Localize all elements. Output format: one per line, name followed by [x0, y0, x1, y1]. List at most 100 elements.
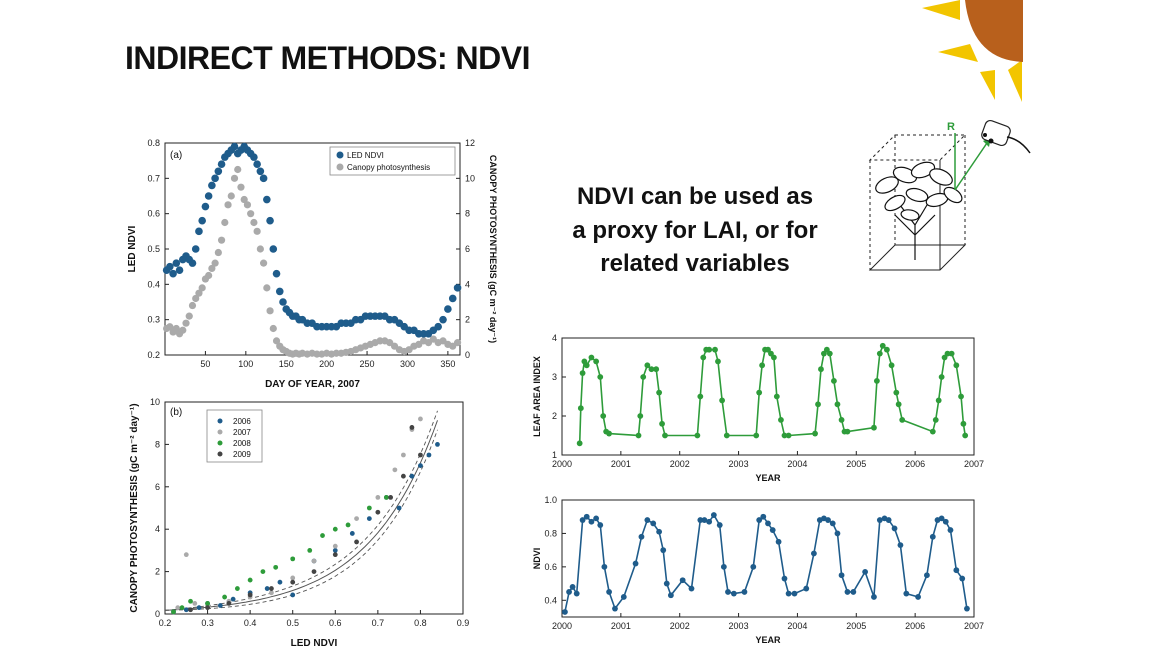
series-point: [579, 517, 586, 523]
series-point: [612, 605, 618, 612]
series-point: [697, 393, 704, 400]
series-point: [712, 346, 718, 353]
year-point: [401, 473, 406, 479]
series-point: [929, 428, 936, 435]
x-tick-label: 0.6: [329, 618, 342, 628]
ndvi-point: [272, 269, 281, 278]
series-point: [710, 512, 717, 518]
year-point: [217, 603, 223, 608]
series-point: [778, 417, 784, 423]
series-point: [648, 366, 655, 373]
series-point: [606, 430, 612, 437]
ndvi-point: [175, 266, 184, 275]
series-point: [785, 590, 792, 597]
series-point: [756, 517, 763, 523]
series-point: [600, 413, 607, 419]
photosynthesis-point: [272, 337, 281, 345]
plot-frame: [164, 401, 464, 615]
x-tick-label: 2002: [670, 459, 690, 469]
x-tick-label: 0.3: [201, 618, 214, 628]
fit-curve: [165, 429, 438, 611]
year-point: [188, 598, 193, 604]
series-point: [765, 520, 771, 527]
photosynthesis-point: [256, 245, 264, 253]
x-axis-label: YEAR: [755, 473, 781, 483]
series-point: [663, 580, 670, 587]
series-point: [601, 563, 608, 570]
sun-ray: [980, 70, 995, 100]
y-tick-label: 0: [155, 609, 160, 619]
ndvi-point: [259, 174, 268, 183]
series-point: [694, 432, 701, 439]
year-point: [366, 505, 372, 511]
x-tick-label: 2002: [670, 621, 690, 631]
series-point: [781, 575, 788, 582]
year-point: [247, 592, 253, 598]
x-tick-label: 2006: [905, 459, 925, 469]
legend-label: 2007: [233, 428, 251, 437]
year-point: [307, 548, 313, 553]
series-point: [773, 393, 780, 400]
legend-box: [329, 146, 456, 176]
series-point: [883, 346, 890, 353]
series-point: [566, 589, 572, 595]
series-point: [662, 432, 668, 439]
year-point: [349, 531, 355, 536]
photosynthesis-point: [172, 324, 180, 333]
series-point: [725, 589, 731, 595]
year-point: [435, 442, 440, 447]
series-point: [756, 389, 763, 396]
y-tick-label: 8: [155, 439, 160, 449]
sun-ray: [922, 0, 960, 20]
legend-marker: [217, 429, 223, 435]
series-point: [760, 513, 767, 520]
series-point: [879, 342, 886, 349]
y-tick-label: 4: [155, 524, 160, 534]
series-point: [897, 542, 904, 549]
ndvi-point: [195, 227, 203, 236]
photosynthesis-point: [211, 259, 219, 267]
series-point: [826, 350, 833, 357]
series-point: [829, 520, 836, 527]
year-point: [418, 416, 423, 422]
y-tick-label: 0.4: [544, 595, 557, 605]
year-point: [183, 552, 189, 558]
series-point: [844, 589, 851, 595]
series-point: [953, 362, 960, 369]
x-axis-label: LED NDVI: [291, 638, 338, 649]
photosynthesis-point: [260, 259, 268, 267]
series-point: [959, 575, 966, 582]
year-point: [388, 495, 394, 500]
series-point: [644, 517, 651, 523]
series-point: [640, 374, 647, 380]
canopy-sensor-illustration: R: [868, 119, 1031, 271]
ndvi-point: [198, 216, 206, 225]
ndvi-point: [439, 315, 447, 324]
photosynthesis-point: [237, 183, 245, 191]
ndvi-point: [188, 259, 197, 267]
year-point: [205, 605, 210, 611]
year-point: [320, 533, 325, 538]
series-point: [938, 374, 945, 380]
series-point: [915, 594, 921, 600]
r-ray-up: [954, 142, 988, 191]
year-point: [396, 505, 402, 511]
legend-marker: [217, 440, 223, 446]
ndvi-point: [201, 202, 210, 211]
x-tick-label: 2005: [846, 621, 866, 631]
x-axis-label: YEAR: [755, 635, 781, 645]
y-tick-label: 1.0: [544, 495, 557, 505]
y-tick-label: 0.2: [147, 350, 160, 360]
series-point: [935, 397, 942, 404]
photosynthesis-point: [453, 339, 462, 347]
series-point: [637, 413, 644, 419]
year-point: [183, 607, 189, 613]
series-point: [862, 568, 869, 575]
series-point: [903, 590, 910, 597]
year-point: [375, 509, 381, 515]
x-tick-label: 2003: [729, 459, 749, 469]
series-point: [891, 525, 898, 532]
series-point: [593, 515, 600, 522]
year-point: [345, 522, 351, 528]
